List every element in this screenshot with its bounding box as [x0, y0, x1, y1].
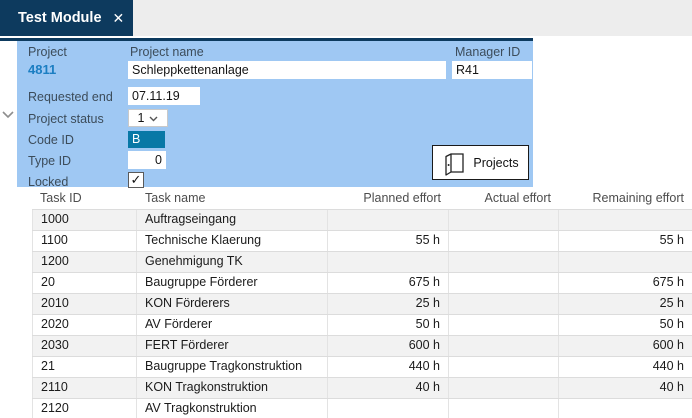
actual-effort-cell [449, 336, 559, 356]
tab-test-module[interactable]: Test Module ✕ [0, 0, 133, 36]
task-id-cell: 2010 [32, 294, 137, 314]
table-body: 1000 Auftragseingang 1100 Technische Kla… [32, 209, 692, 418]
planned-effort-cell [328, 210, 449, 230]
task-name-cell: FERT Förderer [137, 336, 328, 356]
checkmark-icon: ✓ [130, 172, 142, 187]
remaining-effort-cell: 440 h [652, 359, 684, 373]
locked-checkbox[interactable]: ✓ [128, 172, 144, 188]
table-row[interactable]: 2110 KON Tragkonstruktion 40 h 40 h [32, 377, 692, 398]
actual-effort-cell [449, 315, 559, 335]
table-header: Task ID Task name Planned effort Actual … [32, 188, 692, 209]
task-name-cell: Technische Klaerung [137, 231, 328, 251]
remaining-effort-cell: 55 h [659, 233, 684, 247]
col-header-actual-effort[interactable]: Actual effort [484, 191, 551, 205]
task-id-cell: 2030 [32, 336, 137, 356]
table-row[interactable]: 20 Baugruppe Förderer 675 h 675 h [32, 272, 692, 293]
type-id-input[interactable] [128, 151, 166, 169]
code-id-label: Code ID [28, 133, 74, 147]
actual-effort-cell [449, 252, 559, 272]
tab-title: Test Module [18, 10, 102, 26]
table-row[interactable]: 1100 Technische Klaerung 55 h 55 h [32, 230, 692, 251]
project-name-label: Project name [130, 45, 204, 59]
actual-effort-cell [449, 231, 559, 251]
code-id-field[interactable]: B [128, 131, 165, 148]
planned-effort-cell: 50 h [328, 315, 449, 335]
task-name-cell: Genehmigung TK [137, 252, 328, 272]
task-id-cell: 1100 [32, 231, 137, 251]
table-row[interactable]: 2120 AV Tragkonstruktion [32, 398, 692, 418]
actual-effort-cell [449, 378, 559, 398]
project-status-value: 1 [137, 111, 145, 125]
task-name-cell: Baugruppe Tragkonstruktion [137, 357, 328, 377]
actual-effort-cell [449, 210, 559, 230]
planned-effort-cell: 675 h [328, 273, 449, 293]
tab-bar: Test Module ✕ [0, 0, 692, 36]
task-id-cell: 1000 [32, 210, 137, 230]
task-id-cell: 21 [32, 357, 137, 377]
task-name-cell: Baugruppe Förderer [137, 273, 328, 293]
planned-effort-cell [328, 252, 449, 272]
remaining-effort-cell [559, 399, 692, 418]
table-row[interactable]: 1000 Auftragseingang [32, 209, 692, 230]
task-name-cell: KON Tragkonstruktion [137, 378, 328, 398]
remaining-effort-cell [559, 210, 692, 230]
manager-id-label: Manager ID [455, 45, 521, 59]
project-label: Project [28, 45, 67, 59]
door-icon [445, 152, 465, 176]
locked-label: Locked [28, 175, 69, 189]
task-name-cell: AV Förderer [137, 315, 328, 335]
type-id-label: Type ID [28, 154, 72, 168]
project-form-panel: Project Project name Manager ID 4811 Req… [17, 41, 533, 189]
col-header-task-name[interactable]: Task name [145, 191, 206, 205]
task-name-cell: KON Förderers [137, 294, 328, 314]
col-header-planned-effort[interactable]: Planned effort [363, 191, 441, 205]
planned-effort-cell: 40 h [328, 378, 449, 398]
actual-effort-cell [449, 399, 559, 418]
remaining-effort-cell: 50 h [659, 317, 684, 331]
table-row[interactable]: 21 Baugruppe Tragkonstruktion 440 h 440 … [32, 356, 692, 377]
table-row[interactable]: 1200 Genehmigung TK [32, 251, 692, 272]
project-name-input[interactable] [128, 61, 446, 79]
planned-effort-cell: 440 h [328, 357, 449, 377]
remaining-effort-cell: 40 h [659, 380, 684, 394]
panel-top-border [0, 38, 533, 41]
actual-effort-cell [449, 294, 559, 314]
table-row[interactable]: 2030 FERT Förderer 600 h 600 h [32, 335, 692, 356]
project-number-link[interactable]: 4811 [28, 62, 57, 77]
task-id-cell: 2110 [32, 378, 137, 398]
col-header-remaining-effort[interactable]: Remaining effort [592, 191, 685, 205]
task-id-cell: 2120 [32, 399, 137, 418]
requested-end-label: Requested end [28, 90, 113, 104]
chevron-down-icon [149, 116, 158, 121]
planned-effort-cell [328, 399, 449, 418]
actual-effort-cell [449, 273, 559, 293]
remaining-effort-cell: 600 h [652, 338, 684, 352]
task-table: Task ID Task name Planned effort Actual … [32, 188, 692, 418]
table-row[interactable]: 2010 KON Förderers 25 h 25 h [32, 293, 692, 314]
task-id-cell: 20 [32, 273, 137, 293]
projects-button[interactable]: Projects [432, 145, 529, 180]
task-name-cell: Auftragseingang [137, 210, 328, 230]
actual-effort-cell [449, 357, 559, 377]
task-id-cell: 2020 [32, 315, 137, 335]
collapse-chevron-icon[interactable] [2, 106, 14, 124]
close-icon[interactable]: ✕ [112, 9, 125, 26]
remaining-effort-cell: 25 h [659, 296, 684, 310]
project-status-label: Project status [28, 112, 104, 126]
manager-id-input[interactable] [452, 61, 532, 79]
task-id-cell: 1200 [32, 252, 137, 272]
planned-effort-cell: 25 h [328, 294, 449, 314]
planned-effort-cell: 600 h [328, 336, 449, 356]
remaining-effort-cell [559, 252, 692, 272]
table-row[interactable]: 2020 AV Förderer 50 h 50 h [32, 314, 692, 335]
project-status-select[interactable]: 1 [128, 109, 168, 127]
projects-button-label: Projects [473, 155, 519, 170]
planned-effort-cell: 55 h [328, 231, 449, 251]
task-name-cell: AV Tragkonstruktion [137, 399, 328, 418]
requested-end-input[interactable] [128, 87, 200, 105]
col-header-task-id[interactable]: Task ID [40, 191, 82, 205]
remaining-effort-cell: 675 h [652, 275, 684, 289]
